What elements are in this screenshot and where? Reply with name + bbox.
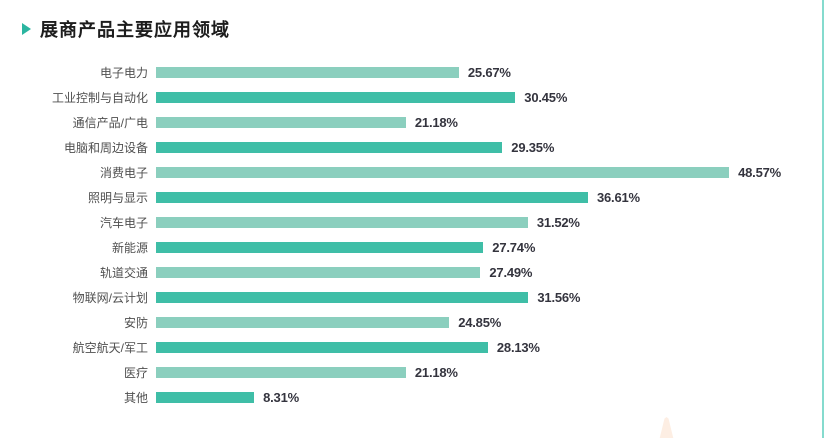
chart-row: 医疗 21.18% [0,360,826,385]
chart-row: 其他 8.31% [0,385,826,410]
value-label: 29.35% [511,140,555,155]
category-label: 物联网/云计划 [72,291,148,305]
value-label: 36.61% [597,190,640,205]
value-label: 48.57% [738,165,781,180]
value-label: 25.67% [467,65,511,80]
bar [156,342,488,353]
category-label: 安防 [123,316,148,330]
category-label: 新能源 [111,241,148,255]
chart-row: 物联网/云计划 31.56% [0,285,826,310]
bar [156,267,481,278]
right-edge-accent-line [822,0,824,438]
category-label: 工业控制与自动化 [51,91,148,105]
bar [156,192,588,203]
category-label: 医疗 [123,366,148,380]
chart-row: 消费电子 48.57% [0,160,826,185]
category-label: 汽车电子 [99,216,148,230]
bar [156,117,406,128]
bar [156,142,503,153]
value-label: 30.45% [524,90,568,105]
chart-row: 照明与显示 36.61% [0,185,826,210]
chart-row: 汽车电子 31.52% [0,210,826,235]
bar [156,167,730,178]
chart-row: 新能源 27.74% [0,235,826,260]
bar [156,367,406,378]
bar [156,92,516,103]
bottom-accent-shape [658,417,675,438]
bar [156,242,484,253]
value-label: 31.52% [536,215,580,230]
chart-row: 航空航天/军工 28.13% [0,335,826,360]
bar [156,217,528,228]
value-label: 27.49% [489,265,533,280]
chart-row: 电子电力 25.67% [0,60,826,85]
category-label: 通信产品/广电 [72,116,148,130]
bar [156,392,255,403]
bar-chart: 电子电力 25.67% 工业控制与自动化 30.45% 通信产品/广电 21.18% 电脑和… [0,60,826,410]
value-label: 28.13% [496,340,540,355]
value-label: 21.18% [414,365,458,380]
value-label: 27.74% [492,240,536,255]
chart-row: 轨道交通 27.49% [0,260,826,285]
bar [156,317,450,328]
chart-row: 通信产品/广电 21.18% [0,110,826,135]
title-marker-icon [22,23,31,35]
page-title: 展商产品主要应用领域 [40,20,230,40]
bar [156,67,459,78]
value-label: 8.31% [263,390,299,405]
category-label: 照明与显示 [87,191,148,205]
section-header: 展商产品主要应用领域 [0,0,826,42]
bar [156,292,529,303]
category-label: 轨道交通 [99,266,148,280]
category-label: 航空航天/军工 [72,341,148,355]
chart-row: 电脑和周边设备 29.35% [0,135,826,160]
chart-row: 安防 24.85% [0,310,826,335]
value-label: 31.56% [537,290,581,305]
category-label: 其他 [123,391,148,405]
category-label: 消费电子 [99,166,148,180]
category-label: 电脑和周边设备 [63,141,148,155]
chart-row: 工业控制与自动化 30.45% [0,85,826,110]
value-label: 21.18% [414,115,458,130]
value-label: 24.85% [458,315,502,330]
category-label: 电子电力 [99,66,148,80]
